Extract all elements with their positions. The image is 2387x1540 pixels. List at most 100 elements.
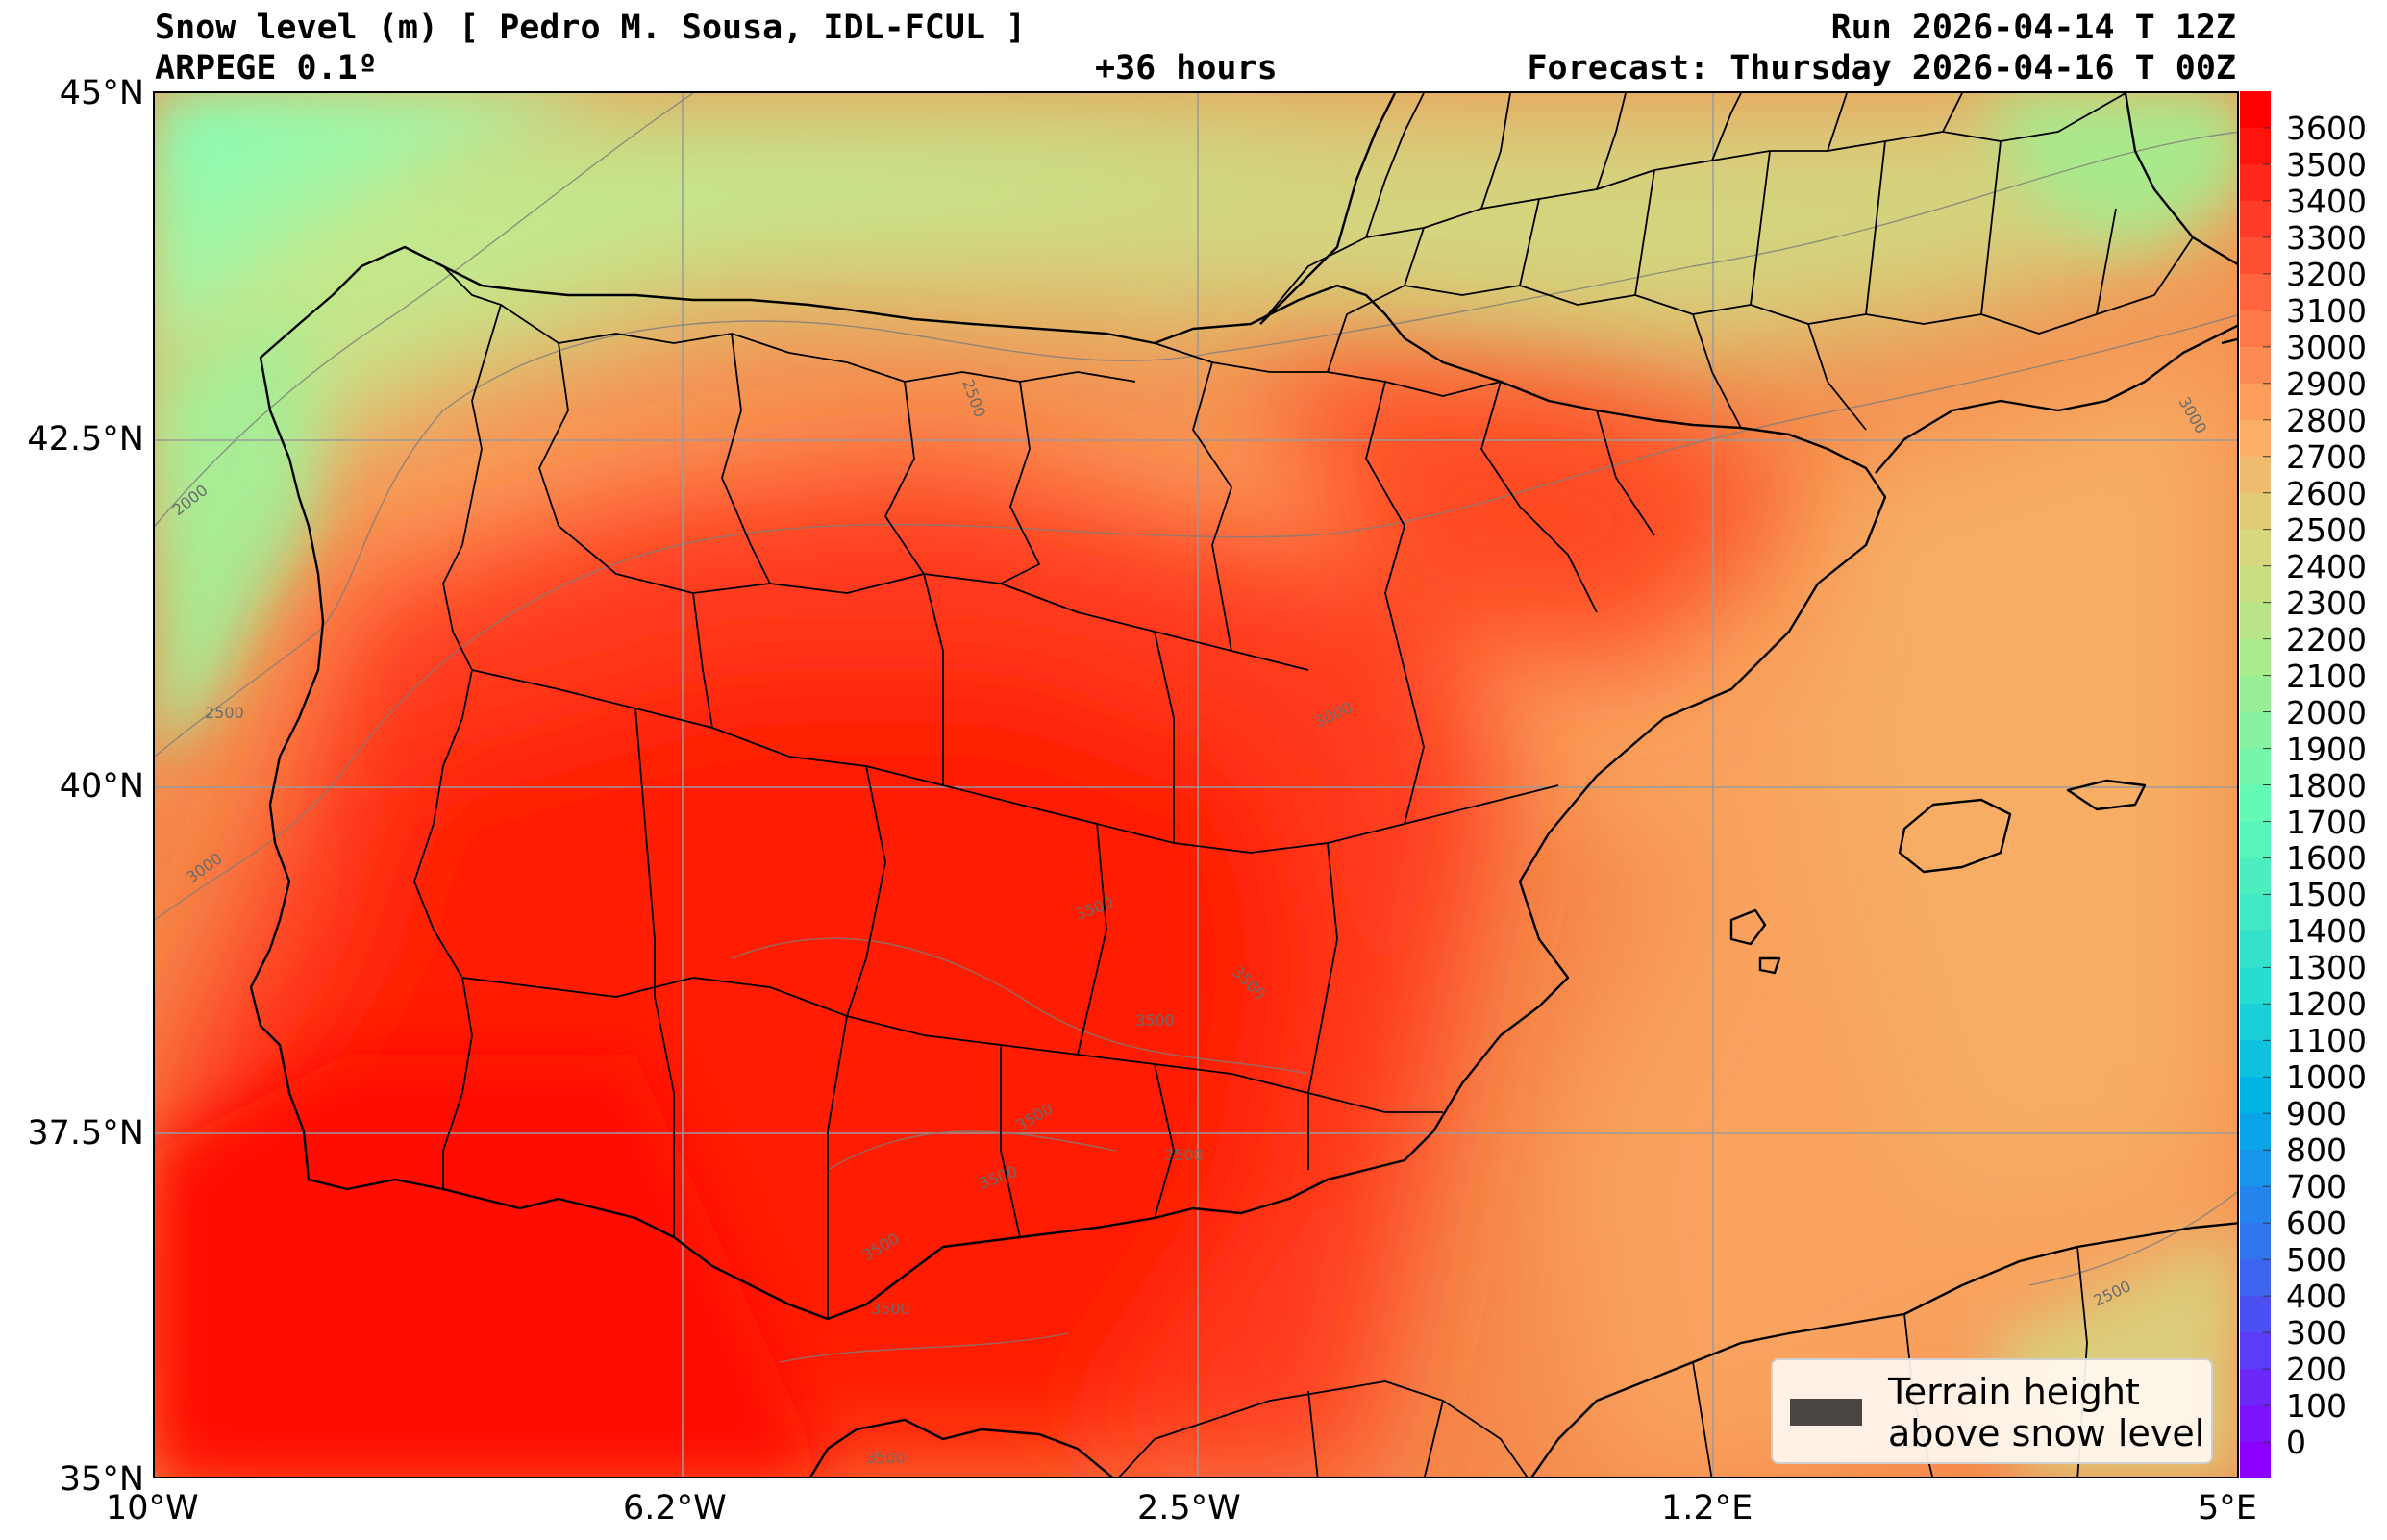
lat-label-35: 35°N <box>59 1460 144 1499</box>
legend-swatch <box>1790 1399 1862 1426</box>
contour-lines <box>155 93 2237 1363</box>
colorbar-band <box>2240 236 2271 275</box>
field-north <box>155 93 2237 593</box>
colorbar-band <box>2240 127 2271 165</box>
lon-label-10w: 10°W <box>106 1489 199 1528</box>
map-title: Snow level (m) [ Pedro M. Sousa, IDL-FCU… <box>155 9 1027 47</box>
model-name: ARPEGE 0.1º <box>155 49 378 87</box>
lead-time: +36 hours <box>1095 49 1278 87</box>
colorbar-band <box>2240 492 2271 531</box>
contour-label-3500-i: 3500 <box>866 1449 906 1467</box>
colorbar-label: 900 <box>2286 1095 2347 1133</box>
colorbar-band <box>2240 1405 2271 1443</box>
colorbar-band <box>2240 200 2271 238</box>
colorbar-band <box>2240 967 2271 1005</box>
colorbar-band <box>2240 1040 2271 1078</box>
colorbar-band <box>2240 638 2271 677</box>
colorbar-band <box>2240 894 2271 931</box>
lat-label-45: 45°N <box>59 74 144 112</box>
colorbar-label: 3000 <box>2286 328 2367 366</box>
colorbar-label: 2100 <box>2286 657 2367 695</box>
colorbar-label: 2200 <box>2286 620 2367 658</box>
colorbar-label: 1200 <box>2286 985 2367 1024</box>
colorbar-band <box>2240 91 2271 129</box>
colorbar-band <box>2240 1113 2271 1151</box>
legend-text: Terrain height above snow level <box>1888 1372 2204 1454</box>
colorbar-labels: 3600 3500 3400 3300 3200 3100 3000 2900 2800 2700… <box>2278 91 2384 1478</box>
north-africa-coast <box>809 1418 1114 1477</box>
field-south-atlantic <box>155 1055 827 1477</box>
colorbar-band <box>2240 346 2271 385</box>
colorbar-label: 1900 <box>2286 730 2367 768</box>
colorbar-label: 500 <box>2286 1241 2347 1279</box>
colorbar-label: 100 <box>2286 1387 2347 1426</box>
run-time: Run 2026-04-14 T 12Z <box>1830 9 2236 47</box>
colorbar-label: 2800 <box>2286 401 2367 439</box>
colorbar-label: 3300 <box>2286 218 2367 257</box>
colorbar-band <box>2240 1150 2271 1187</box>
colorbar <box>2240 91 2271 1478</box>
lon-label-1-2e: 1.2°E <box>1661 1489 1753 1528</box>
lat-label-40: 40°N <box>59 767 144 806</box>
colorbar-label: 200 <box>2286 1351 2347 1389</box>
colorbar-label: 800 <box>2286 1131 2347 1170</box>
lat-label-37-5: 37.5°N <box>27 1114 144 1153</box>
field-atlantic-northwest <box>155 93 616 382</box>
colorbar-label: 1800 <box>2286 766 2367 805</box>
colorbar-label: 1500 <box>2286 876 2367 914</box>
iberia-coast <box>249 245 1887 1321</box>
colorbar-label: 1400 <box>2286 912 2367 951</box>
contour-label-3500-h: 3500 <box>871 1300 910 1318</box>
colorbar-label: 1100 <box>2286 1022 2367 1060</box>
colorbar-band <box>2240 1442 2271 1478</box>
colorbar-label: 1600 <box>2286 839 2367 878</box>
lon-label-6-2w: 6.2°W <box>623 1489 727 1528</box>
lon-label-2-5w: 2.5°W <box>1137 1489 1241 1528</box>
field-mid <box>232 335 2237 1477</box>
mallorca <box>1898 798 2012 874</box>
colorbar-band <box>2240 857 2271 896</box>
colorbar-label: 3500 <box>2286 145 2367 184</box>
colorbar-band <box>2240 310 2271 348</box>
colorbar-label: 300 <box>2286 1314 2347 1353</box>
colorbar-label: 2600 <box>2286 474 2367 512</box>
colorbar-band <box>2240 273 2271 311</box>
colorbar-label: 700 <box>2286 1168 2347 1206</box>
colorbar-band <box>2240 1077 2271 1114</box>
colorbar-label: 1000 <box>2286 1058 2367 1097</box>
map-canvas: 2000 2500 2500 3000 3000 3000 3500 3500 … <box>155 93 2237 1477</box>
colorbar-label: 3200 <box>2286 255 2367 293</box>
colorbar-label: 2900 <box>2286 364 2367 403</box>
ibiza <box>1729 908 1767 946</box>
legend-box: Terrain height above snow level <box>1771 1358 2213 1464</box>
legend-line-1: Terrain height <box>1888 1371 2140 1413</box>
colorbar-band <box>2240 748 2271 786</box>
colorbar-label: 2400 <box>2286 547 2367 585</box>
colorbar-band <box>2240 1186 2271 1224</box>
colorbar-label: 600 <box>2286 1205 2347 1243</box>
colorbar-band <box>2240 602 2271 640</box>
colorbar-band <box>2240 163 2271 202</box>
lat-label-42-5: 42.5°N <box>27 420 144 459</box>
colorbar-band <box>2240 675 2271 713</box>
colorbar-band <box>2240 711 2271 750</box>
colorbar-band <box>2240 1369 2271 1406</box>
colorbar-band <box>2240 565 2271 604</box>
colorbar-band <box>2240 1332 2271 1370</box>
colorbar-label: 2700 <box>2286 437 2367 476</box>
coastlines <box>249 93 2237 1477</box>
colorbar-band <box>2240 784 2271 823</box>
legend-line-2: above snow level <box>1888 1412 2205 1454</box>
colorbar-label: 1700 <box>2286 803 2367 841</box>
field-alps <box>1981 93 2237 247</box>
colorbar-band <box>2240 1259 2271 1297</box>
colorbar-band <box>2240 456 2271 494</box>
admin-borders <box>413 93 2194 1477</box>
graticule <box>155 93 2237 1477</box>
colorbar-label: 400 <box>2286 1278 2347 1316</box>
colorbar-label: 3400 <box>2286 182 2367 220</box>
colorbar-band <box>2240 529 2271 567</box>
colorbar-label: 3600 <box>2286 110 2367 147</box>
snow-level-map: 2000 2500 2500 3000 3000 3000 3500 3500 … <box>153 91 2239 1478</box>
contour-label-2500-west: 2500 <box>205 704 244 722</box>
